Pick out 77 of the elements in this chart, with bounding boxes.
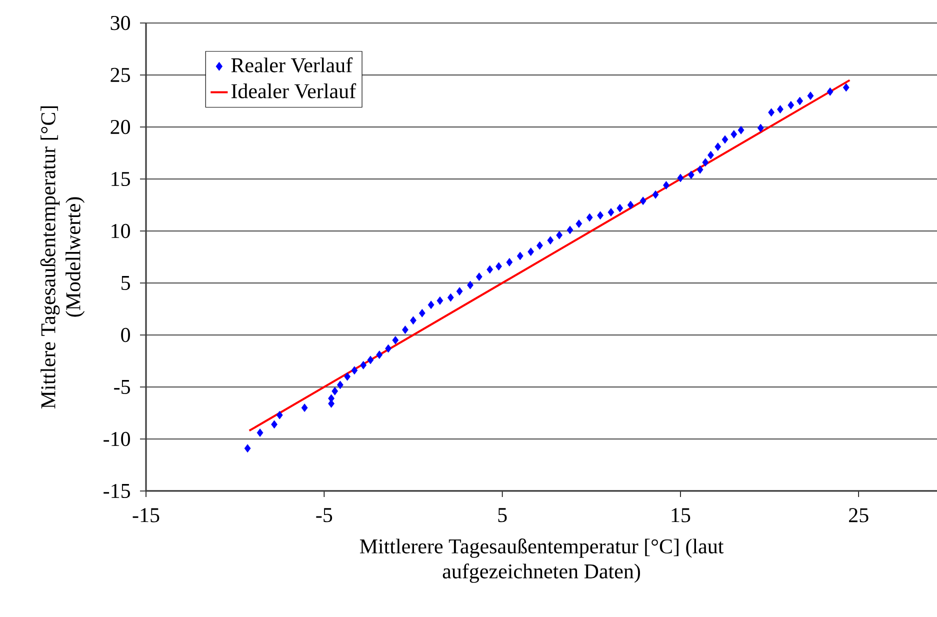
y-axis-title: Mittlere Tagesaußentemperatur [°C] (Modellwerte)	[40, 106, 85, 409]
point	[708, 150, 714, 160]
point	[826, 87, 834, 96]
x-tick-label: 25	[849, 508, 868, 522]
y-tick-label: -15	[104, 484, 130, 498]
point	[516, 252, 524, 260]
point	[271, 420, 278, 429]
point	[608, 208, 614, 216]
point	[496, 262, 502, 271]
point	[476, 272, 482, 281]
point	[344, 372, 351, 381]
point	[301, 404, 308, 412]
y-tick-label: 30	[110, 16, 130, 30]
point	[696, 165, 704, 174]
point	[796, 96, 804, 106]
point	[714, 142, 722, 151]
point	[456, 287, 463, 296]
point	[506, 258, 513, 266]
point	[402, 326, 408, 334]
point	[576, 220, 582, 228]
point	[447, 293, 454, 302]
y-tick-label: 0	[121, 328, 130, 342]
y-tick-label: 5	[122, 276, 130, 290]
point	[376, 350, 383, 359]
y-tick-label: -5	[114, 380, 130, 394]
y-tick-label: 25	[110, 68, 130, 82]
point	[777, 105, 784, 114]
point	[677, 174, 684, 182]
point	[807, 92, 814, 100]
point	[536, 241, 543, 250]
point	[410, 316, 416, 325]
point	[597, 211, 604, 220]
point	[566, 226, 574, 234]
point	[616, 204, 624, 212]
x-tick-label: -15	[132, 508, 160, 522]
point	[556, 230, 563, 240]
point	[730, 130, 738, 138]
point	[276, 410, 283, 420]
point	[528, 248, 534, 256]
point	[663, 181, 670, 190]
legend-label: Realer Verlauf	[231, 57, 353, 72]
point	[367, 356, 374, 364]
y-tick-label: 20	[110, 120, 130, 134]
legend-label: Idealer Verlauf	[231, 83, 356, 98]
point	[467, 280, 474, 290]
point	[586, 213, 593, 222]
point	[332, 386, 338, 396]
point	[640, 196, 646, 206]
point	[351, 366, 358, 375]
x-tick-label: 15	[672, 508, 690, 522]
point	[702, 158, 709, 167]
point	[842, 83, 850, 92]
point	[336, 380, 344, 390]
point	[256, 428, 264, 437]
point	[486, 265, 494, 274]
point	[436, 296, 444, 305]
point	[788, 100, 794, 110]
x-axis-title: Mittlerere Tagesaußentemperatur [°C] (laut aufgezeichneten Daten)	[360, 538, 724, 583]
point	[428, 300, 434, 310]
point	[360, 360, 367, 370]
point	[722, 135, 728, 144]
point	[385, 344, 392, 353]
y-tick-label: -10	[104, 432, 130, 446]
point	[688, 170, 694, 180]
point	[244, 444, 251, 453]
point	[392, 336, 399, 344]
x-tick-label: 5	[498, 508, 507, 522]
point	[652, 190, 659, 199]
y-tick-label: 15	[112, 172, 130, 186]
point	[757, 124, 764, 132]
point	[738, 126, 744, 134]
y-tick-label: 10	[112, 224, 130, 238]
point	[768, 108, 775, 117]
point	[418, 308, 426, 318]
x-tick-label: -5	[316, 508, 332, 522]
point	[627, 200, 634, 210]
point	[547, 236, 554, 245]
